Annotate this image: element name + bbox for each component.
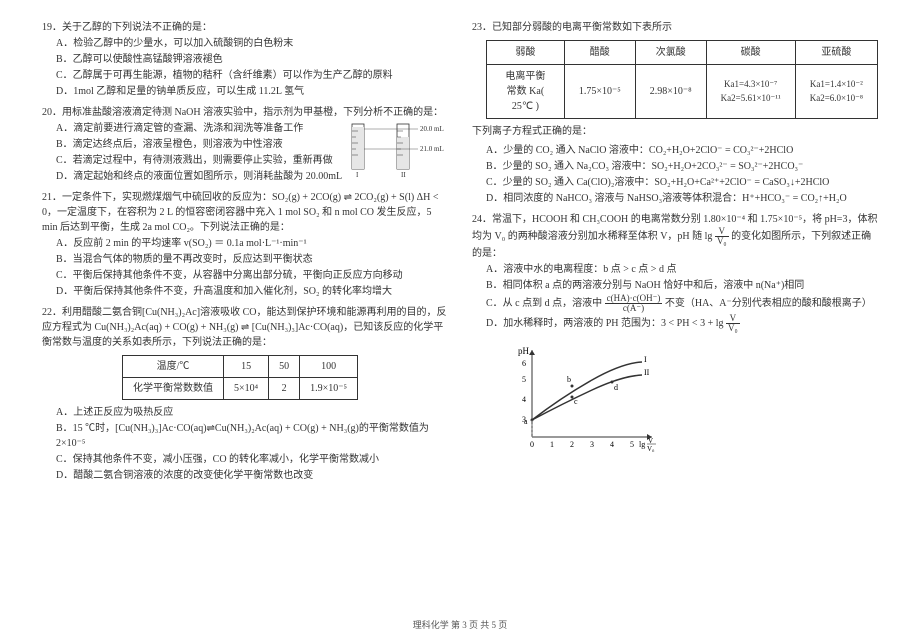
svg-text:II: II xyxy=(401,171,406,179)
svg-text:0: 0 xyxy=(530,440,534,449)
q22-opt-c: C．保持其他条件不变，减小压强，CO 的转化率减小，化学平衡常数减小 xyxy=(42,452,448,467)
q22-table: 温度/℃1550100 化学平衡常数数值5×10⁴21.9×10⁻⁵ xyxy=(122,355,358,400)
q23-opt-c: C．少量的 SO₂ 通入 Ca(ClO)₂溶液中：SO₂+H₂O+Ca²⁺+2C… xyxy=(472,175,878,190)
svg-text:b: b xyxy=(567,375,571,384)
svg-text:5: 5 xyxy=(522,375,526,384)
svg-text:21.0 mL: 21.0 mL xyxy=(420,145,444,153)
svg-text:a: a xyxy=(524,417,528,426)
q21-stem: 21．一定条件下，实现燃煤烟气中硫回收的反应为：SO₂(g) + 2CO(g) … xyxy=(42,190,448,235)
q23-sub: 下列离子方程式正确的是： xyxy=(472,124,878,139)
svg-text:6: 6 xyxy=(522,359,526,368)
q24-opt-c: C．从 c 点到 d 点，溶液中 c(HA)·c(OH⁻)c(A⁻) 不变（HA… xyxy=(472,294,878,313)
q21-opt-d: D．平衡后保持其他条件不变，升高温度和加入催化剂，SO₂ 的转化率均增大 xyxy=(42,284,448,299)
question-19: 19．关于乙醇的下列说法不正确的是： A．检验乙醇中的少量水，可以加入硫酸铜的白… xyxy=(42,20,448,99)
q23-stem: 23．已知部分弱酸的电离平衡常数如下表所示 xyxy=(472,20,878,35)
q24-opt-a: A．溶液中水的电离程度：b 点 > c 点 > d 点 xyxy=(472,262,878,277)
svg-text:II: II xyxy=(644,368,650,377)
svg-text:2: 2 xyxy=(570,440,574,449)
q24-chart: pH 3456 012345 lg VV₀ a b c d III xyxy=(512,342,662,452)
q19-opt-b: B．乙醇可以使酸性高锰酸钾溶液褪色 xyxy=(42,52,448,67)
svg-text:3: 3 xyxy=(590,440,594,449)
svg-text:pH: pH xyxy=(518,346,530,356)
q24-opt-d: D．加水稀释时，两溶液的 PH 范围为：3 < PH < 3 + lg VV₀ xyxy=(472,314,878,333)
q24-frac: VV₀ xyxy=(715,227,729,246)
question-21: 21．一定条件下，实现燃煤烟气中硫回收的反应为：SO₂(g) + 2CO(g) … xyxy=(42,190,448,299)
q21-opt-a: A．反应前 2 min 的平均速率 v(SO₂) ＝ 0.1a mol·L⁻¹·… xyxy=(42,236,448,251)
left-column: 19．关于乙醇的下列说法不正确的是： A．检验乙醇中的少量水，可以加入硫酸铜的白… xyxy=(30,20,460,629)
page-footer: 理科化学 第 3 页 共 5 页 xyxy=(0,618,920,631)
q21-opt-b: B．当混合气体的物质的量不再改变时，反应达到平衡状态 xyxy=(42,252,448,267)
svg-text:d: d xyxy=(614,383,618,392)
svg-text:4: 4 xyxy=(522,395,526,404)
svg-text:lg: lg xyxy=(639,440,645,449)
q23-table: 弱酸醋酸次氯酸碳酸亚硫酸 电离平衡常数 Ka( 25℃ )1.75×10⁻⁵2.… xyxy=(486,40,878,119)
burette-figure: 20.0 mL 21.0 mL I II xyxy=(342,119,452,179)
svg-text:20.0 mL: 20.0 mL xyxy=(420,125,444,133)
svg-text:c: c xyxy=(574,397,578,406)
q20-stem: 20．用标准盐酸溶液滴定待测 NaOH 溶液实验中，指示剂为甲基橙，下列分析不正… xyxy=(42,105,448,120)
q22-opt-a: A．上述正反应为吸热反应 xyxy=(42,405,448,420)
question-23: 23．已知部分弱酸的电离平衡常数如下表所示 弱酸醋酸次氯酸碳酸亚硫酸 电离平衡常… xyxy=(472,20,878,206)
svg-text:I: I xyxy=(644,355,647,364)
right-column: 23．已知部分弱酸的电离平衡常数如下表所示 弱酸醋酸次氯酸碳酸亚硫酸 电离平衡常… xyxy=(460,20,890,629)
question-22: 22．利用醋酸二氨合铜[Cu(NH₃)₂Ac]溶液吸收 CO，能达到保护环境和能… xyxy=(42,305,448,483)
svg-text:V₀: V₀ xyxy=(647,445,655,452)
q23-opt-b: B．少量的 SO₂ 通入 Na₂CO₃ 溶液中：SO₂+H₂O+2CO₃²⁻ =… xyxy=(472,159,878,174)
q23-opt-a: A．少量的 CO₂ 通入 NaClO 溶液中：CO₂+H₂O+2ClO⁻ = C… xyxy=(472,143,878,158)
q22-stem: 22．利用醋酸二氨合铜[Cu(NH₃)₂Ac]溶液吸收 CO，能达到保护环境和能… xyxy=(42,305,448,350)
q19-opt-a: A．检验乙醇中的少量水，可以加入硫酸铜的白色粉末 xyxy=(42,36,448,51)
q24-opt-b: B．相同体积 a 点的两溶液分别与 NaOH 恰好中和后，溶液中 n(Na⁺)相… xyxy=(472,278,878,293)
svg-text:5: 5 xyxy=(630,440,634,449)
q21-opt-c: C．平衡后保持其他条件不变，从容器中分离出部分硫，平衡向正反应方向移动 xyxy=(42,268,448,283)
q24-stem: 24．常温下，HCOOH 和 CH₃COOH 的电离常数分别 1.80×10⁻⁴… xyxy=(472,212,878,261)
svg-text:1: 1 xyxy=(550,440,554,449)
question-20: 20．用标准盐酸溶液滴定待测 NaOH 溶液实验中，指示剂为甲基橙，下列分析不正… xyxy=(42,105,448,184)
question-24: 24．常温下，HCOOH 和 CH₃COOH 的电离常数分别 1.80×10⁻⁴… xyxy=(472,212,878,457)
q19-stem: 19．关于乙醇的下列说法不正确的是： xyxy=(42,20,448,35)
q22-opt-d: D．醋酸二氨合铜溶液的浓度的改变使化学平衡常数也改变 xyxy=(42,468,448,483)
q19-opt-d: D．1mol 乙醇和足量的钠单质反应，可以生成 11.2L 氢气 xyxy=(42,84,448,99)
q23-opt-d: D．相同浓度的 NaHCO₃ 溶液与 NaHSO₃溶液等体积混合：H⁺+HCO₃… xyxy=(472,191,878,206)
svg-text:4: 4 xyxy=(610,440,614,449)
q19-opt-c: C．乙醇属于可再生能源，植物的秸秆（含纤维素）可以作为生产乙醇的原料 xyxy=(42,68,448,83)
svg-text:I: I xyxy=(356,171,359,179)
q22-opt-b: B．15 ℃时，[Cu(NH₃)₃]Ac·CO(aq)⇌Cu(NH₃)₂Ac(a… xyxy=(42,421,448,451)
